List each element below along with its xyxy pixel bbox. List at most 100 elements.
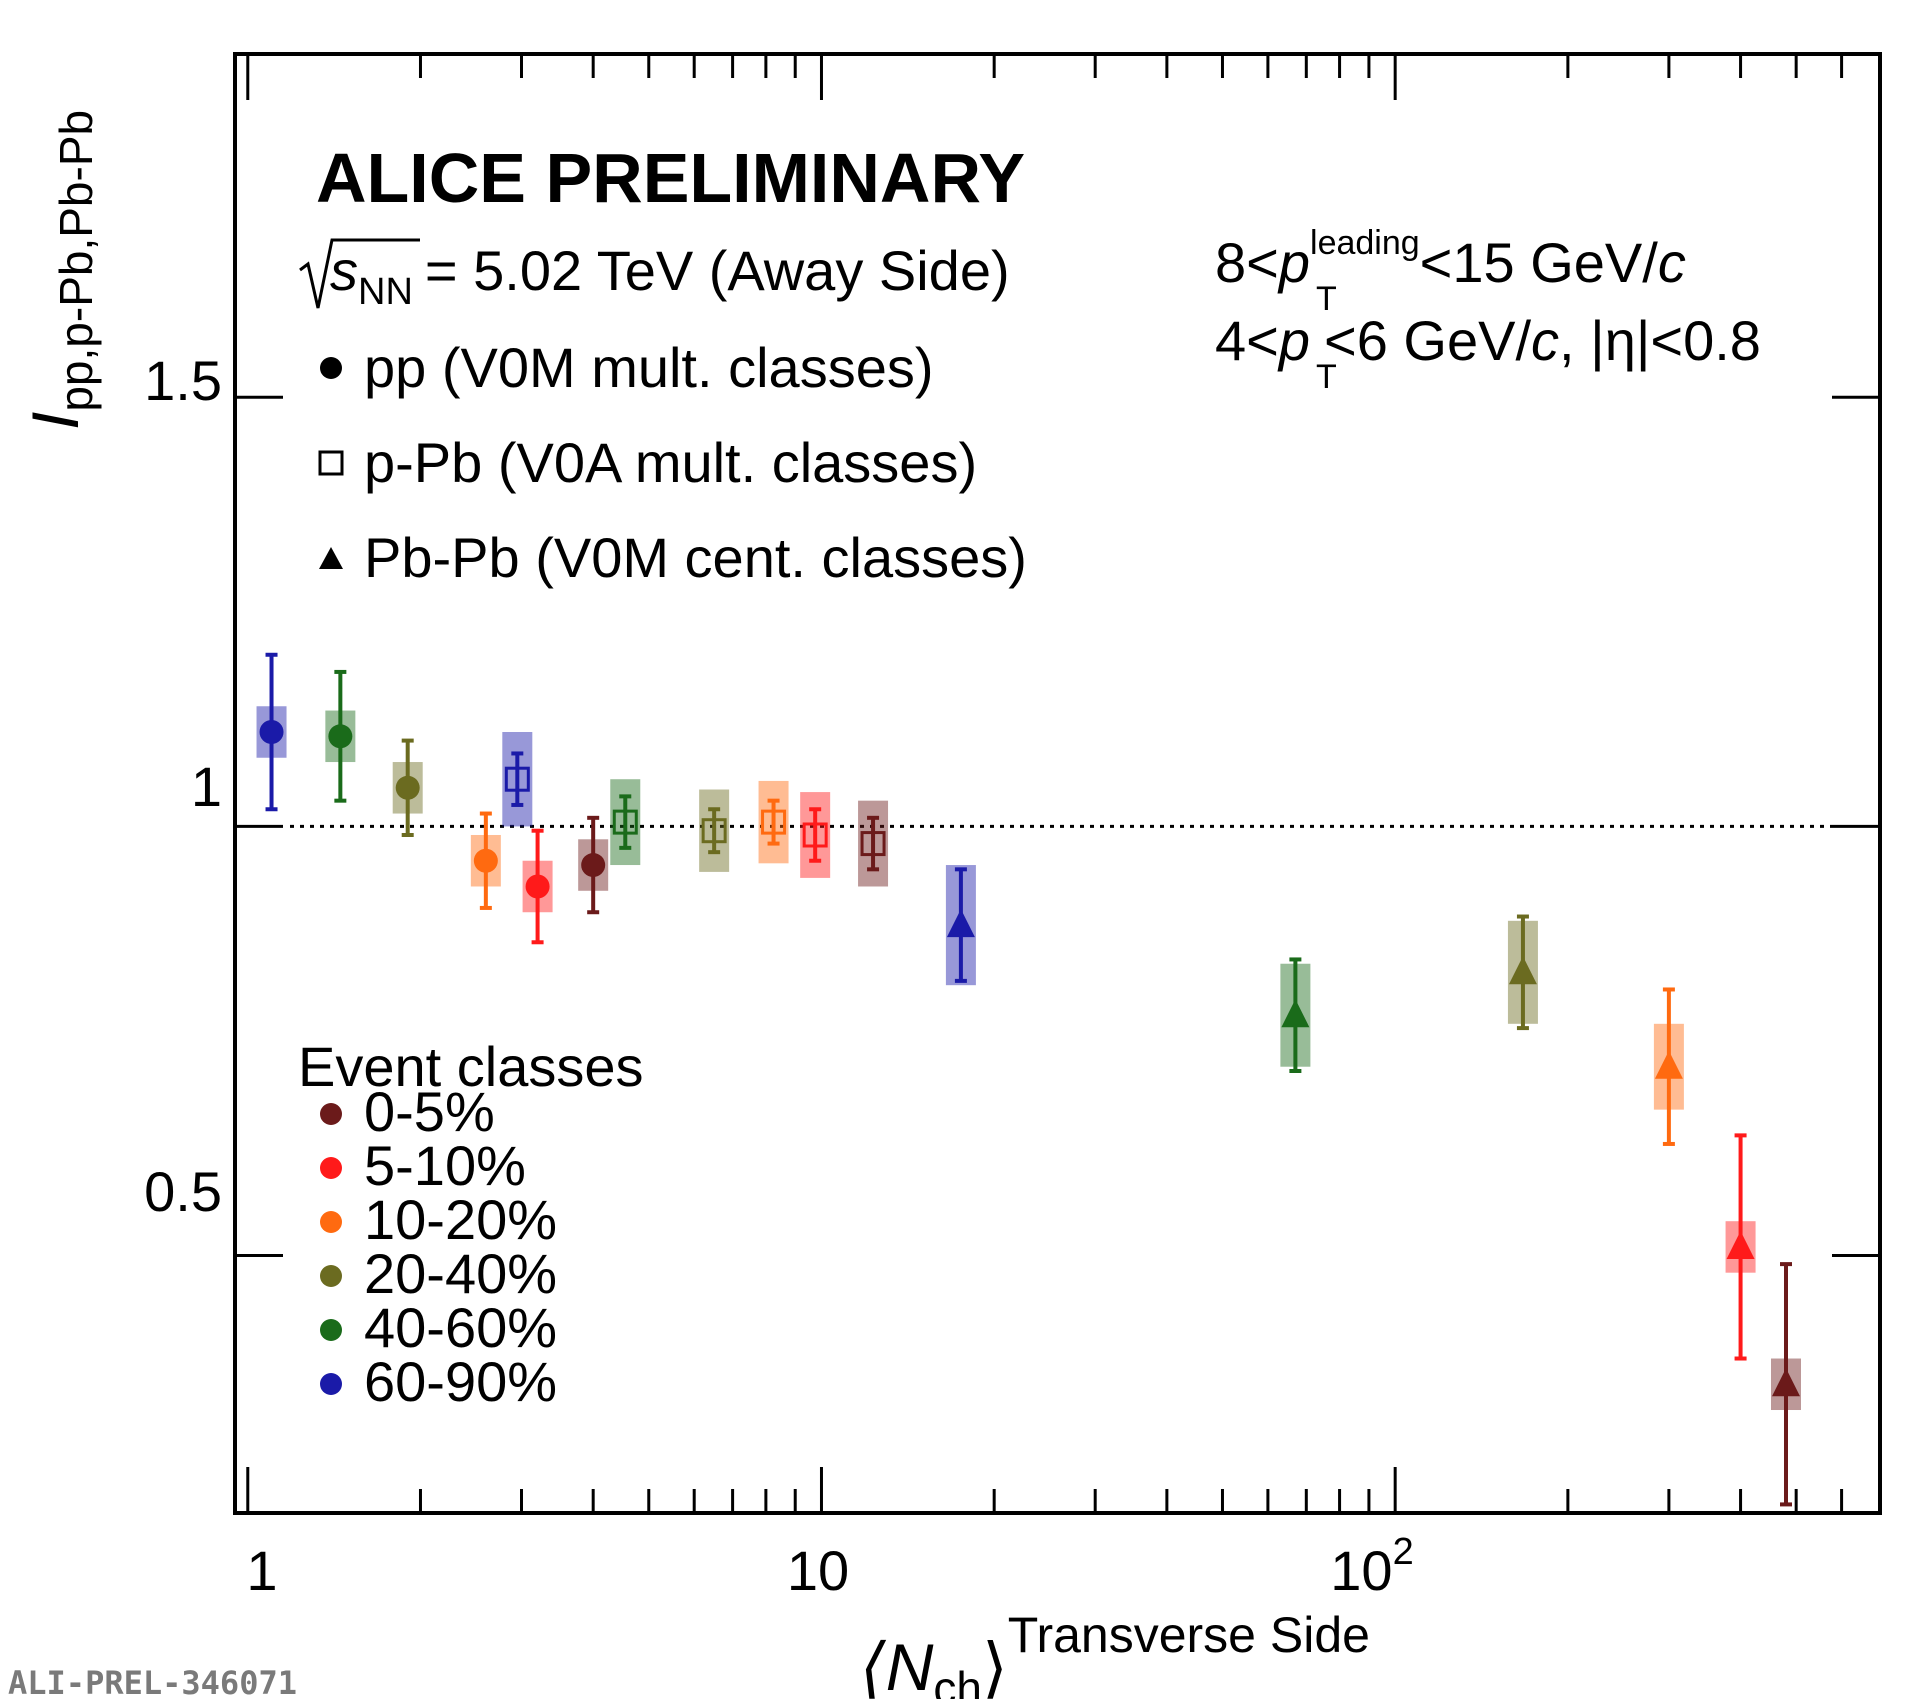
data-point-open-square-5-10% [800,792,831,878]
sqrt-symbol [299,238,420,309]
marker-open-square [612,809,638,835]
marker-circle [581,853,606,878]
x-tick-label-100: 102 [1330,1531,1413,1602]
marker-triangle [1654,1050,1683,1079]
kin2-d: , |η|<0.8 [1559,309,1761,372]
color-legend-title: Event classes [298,1035,644,1098]
marker-open-square [802,822,828,848]
data-point-triangle-10-20% [1653,987,1684,1146]
plot-frame [233,52,1882,1515]
data-point-circle-10-20% [470,811,501,910]
data-point-triangle-0-5% [1770,1262,1801,1507]
legend-label-pp: pp (V0M mult. classes) [364,336,934,399]
data-point-triangle-5-10% [1725,1133,1756,1361]
y-axis-label-sub: pp,p-Pb,Pb-Pb [50,110,102,412]
kin2-b: <6 GeV/ [1324,309,1531,372]
legend-marker-triangle [319,547,343,569]
data-point-open-square-20-40% [699,789,730,872]
data-point-open-square-0-5% [858,800,889,887]
data-points [256,652,1801,1507]
legend-label-pbpb: Pb-Pb (V0M cent. classes) [364,526,1027,589]
marker-circle [395,775,420,800]
data-point-circle-40-60% [325,669,356,803]
kin1-p: p [1277,231,1310,294]
data-point-circle-0-5% [578,815,609,915]
sqrt-radical [299,238,420,309]
data-point-circle-5-10% [522,828,553,945]
x-tick-label-10: 10 [787,1539,849,1602]
footer-id: ALI-PREL-346071 [8,1664,297,1699]
color-legend-label-5-10%: 5-10% [364,1134,526,1197]
data-point-triangle-40-60% [1280,957,1311,1074]
x-axis-label-sub: ch [933,1662,982,1699]
y-tick-label-1.5: 1.5 [144,349,222,412]
energy-s: s [330,239,358,302]
color-legend-label-40-60%: 40-60% [364,1296,557,1359]
energy-sub: NN [358,271,413,313]
kin1-a: 8< [1215,231,1279,294]
chart-title: ALICE PRELIMINARY [316,139,1025,217]
data-point-open-square-60-90% [502,732,533,827]
color-legend-dot-5-10% [320,1157,342,1179]
color-legend-label-20-40%: 20-40% [364,1242,557,1305]
marker-open-square [860,831,886,857]
color-legend-dot-40-60% [320,1319,342,1341]
marker-open-square [504,766,530,792]
data-point-open-square-10-20% [758,780,789,864]
color-legend: Event classes 0-5%5-10%10-20%20-40%40-60… [298,1035,644,1413]
color-legend-label-60-90%: 60-90% [364,1350,557,1413]
marker-open-square [761,809,787,835]
color-legend-dot-10-20% [320,1211,342,1233]
marker-triangle [1508,956,1537,985]
kin2-p: p [1277,309,1310,372]
marker-triangle [946,909,975,938]
marker-circle [473,848,498,873]
legend-label-ppb: p-Pb (V0A mult. classes) [364,431,977,494]
color-legend-dot-60-90% [320,1373,342,1395]
color-legend-dot-0-5% [320,1103,342,1125]
kin1-b: <15 GeV/ [1420,231,1659,294]
kin2-a: 4< [1215,309,1279,372]
kin1-sub: T [1316,280,1337,318]
legend-marker-open-square [318,450,344,476]
legend-marker-circle [320,357,342,379]
x-axis-label-bracket: ⟩ [982,1630,1008,1699]
color-legend-label-10-20%: 10-20% [364,1188,557,1251]
kin1-sup: leading [1310,224,1420,262]
kin2-sub: T [1316,358,1337,396]
x-axis-label: ⟨Nch⟩Transverse Side [860,1607,1370,1699]
x-axis-label-sup: Transverse Side [1008,1607,1370,1663]
kinematics-line-2: 4<p <6 GeV/c, |η|<0.8 [1215,309,1761,372]
color-legend-label-0-5%: 0-5% [364,1080,495,1143]
data-point-triangle-20-40% [1507,914,1538,1031]
marker-triangle [1281,999,1310,1028]
x-tick-label-1: 1 [246,1539,277,1602]
marker-circle [525,874,550,899]
y-axis-label: Ipp,p-Pb,Pb-Pb [18,110,102,430]
kin2-c: c [1531,309,1559,372]
data-point-open-square-40-60% [610,779,641,866]
marker-triangle [1771,1368,1800,1397]
kinematics-line-1: 8<pleading<15 GeV/c [1215,224,1686,294]
marker-circle [259,720,284,745]
data-point-circle-60-90% [256,652,287,812]
marker-triangle [1726,1230,1755,1259]
data-point-circle-20-40% [392,738,423,837]
x-tick-label-100-base: 10 [1330,1539,1392,1602]
marker-circle [328,724,353,749]
color-legend-entries: 0-5%5-10%10-20%20-40%40-60%60-90% [320,1080,557,1413]
energy-rest: = 5.02 TeV (Away Side) [425,239,1010,302]
y-axis-label-base: I [18,412,92,430]
data-point-triangle-60-90% [945,865,976,986]
marker-legend: pp (V0M mult. classes) p-Pb (V0A mult. c… [318,336,1027,589]
color-legend-dot-20-40% [320,1265,342,1287]
y-tick-label-0.5: 0.5 [144,1160,222,1223]
axis-ticks [235,54,1882,1513]
marker-open-square [701,818,727,844]
energy-label: sNN = 5.02 TeV (Away Side) [330,239,1010,313]
x-axis-label-base: ⟨N [860,1630,934,1699]
x-tick-label-100-exp: 2 [1393,1531,1414,1573]
kin1-c: c [1658,231,1686,294]
y-tick-label-1: 1 [191,755,222,818]
